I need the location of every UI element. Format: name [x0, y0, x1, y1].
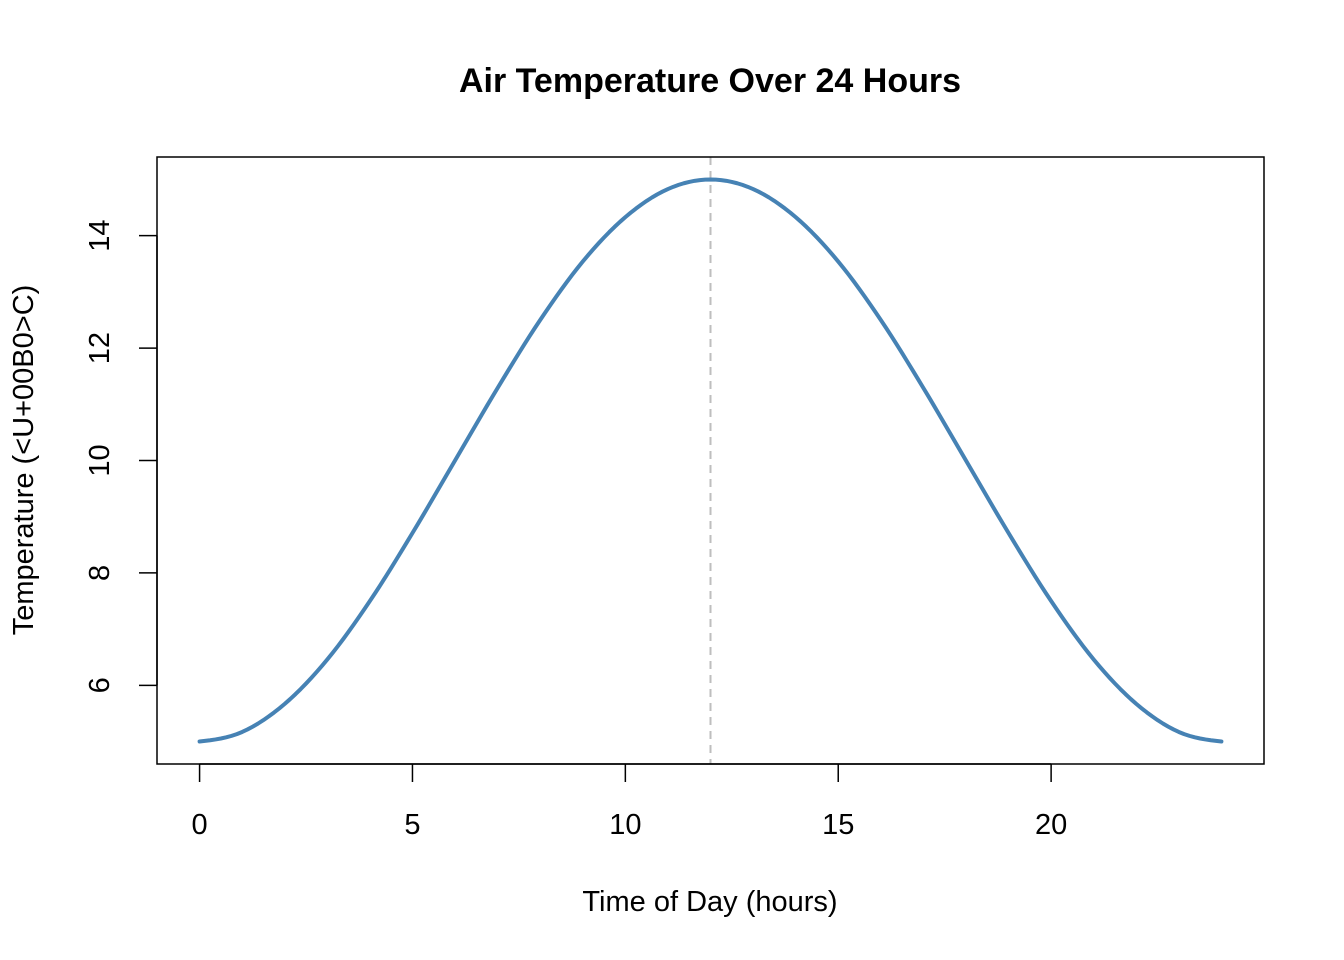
series-line-0 — [197, 177, 1224, 744]
x-tick-label: 5 — [404, 809, 420, 841]
x-axis: 0 5 10 15 20 — [192, 763, 1067, 841]
x-axis-label: Time of Day (hours) — [582, 886, 837, 918]
y-tick-label: 6 — [84, 677, 116, 693]
x-tick-label: 0 — [192, 809, 208, 841]
y-axis: 6 8 10 12 14 — [84, 220, 158, 693]
x-tick-label: 15 — [822, 809, 854, 841]
x-tick-label: 10 — [609, 809, 641, 841]
plot-area — [197, 157, 1224, 764]
y-tick-label: 12 — [84, 332, 116, 364]
y-axis-label: Temperature (<U+00B0>C) — [8, 285, 40, 636]
chart-title: Air Temperature Over 24 Hours — [459, 62, 961, 100]
y-tick-label: 14 — [84, 220, 116, 252]
y-tick-label: 10 — [84, 444, 116, 476]
x-tick-label: 20 — [1035, 809, 1067, 841]
y-tick-label: 8 — [84, 565, 116, 581]
